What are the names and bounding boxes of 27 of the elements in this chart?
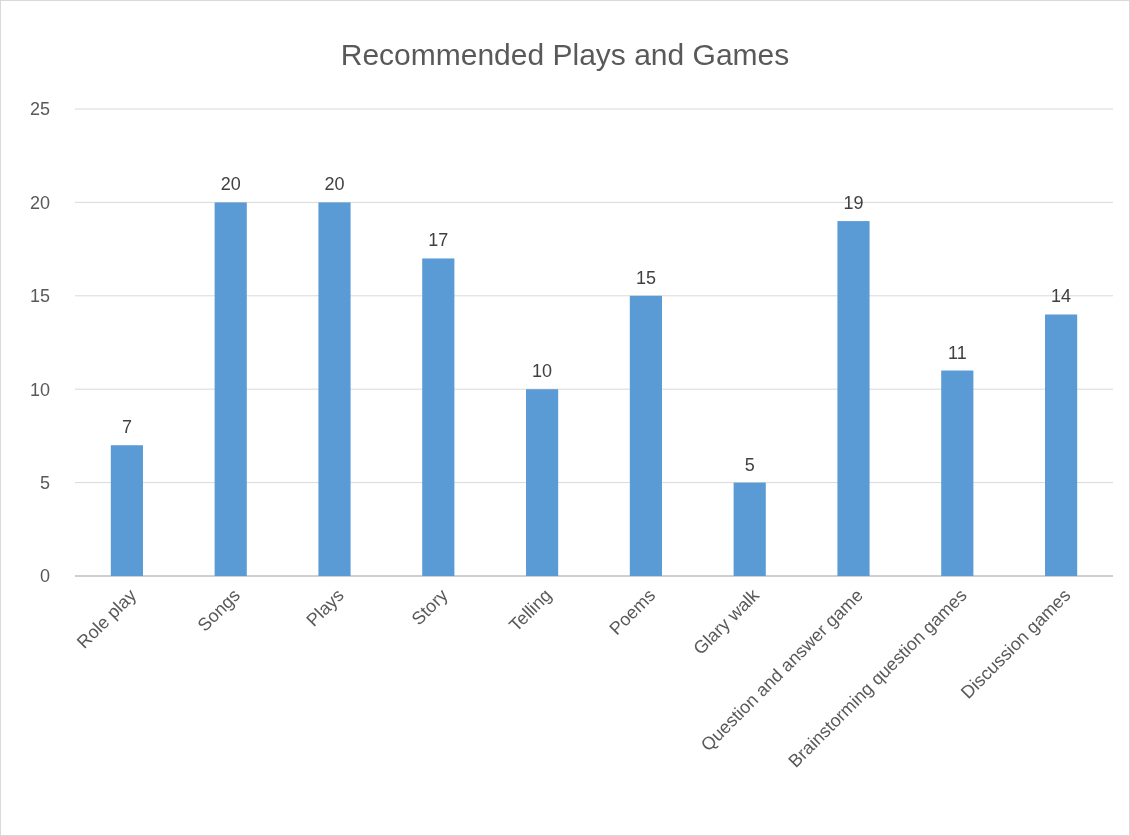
data-label: 5 xyxy=(744,454,755,475)
data-label: 19 xyxy=(843,193,864,214)
y-tick-label: 15 xyxy=(29,286,50,307)
bar xyxy=(1045,314,1078,576)
y-tick-label: 5 xyxy=(39,472,50,493)
bar xyxy=(941,370,974,576)
bar xyxy=(629,295,662,576)
bar xyxy=(318,202,351,576)
data-label: 10 xyxy=(532,361,553,382)
data-label: 7 xyxy=(121,417,132,438)
y-tick-label: 10 xyxy=(29,379,50,400)
bar xyxy=(214,202,247,576)
y-tick-label: 0 xyxy=(39,566,50,587)
bar xyxy=(837,221,870,576)
y-tick-label: 20 xyxy=(29,192,50,213)
bar xyxy=(733,482,766,576)
y-tick-label: 25 xyxy=(29,99,50,120)
data-label: 20 xyxy=(324,174,345,195)
bar xyxy=(422,258,455,576)
data-label: 17 xyxy=(428,230,449,251)
chart-title: Recommended Plays and Games xyxy=(340,38,790,71)
data-label: 15 xyxy=(635,267,656,288)
bar xyxy=(526,389,559,576)
data-label: 20 xyxy=(220,174,241,195)
data-label: 11 xyxy=(947,342,967,363)
data-label: 14 xyxy=(1051,286,1072,307)
bar xyxy=(110,445,143,576)
